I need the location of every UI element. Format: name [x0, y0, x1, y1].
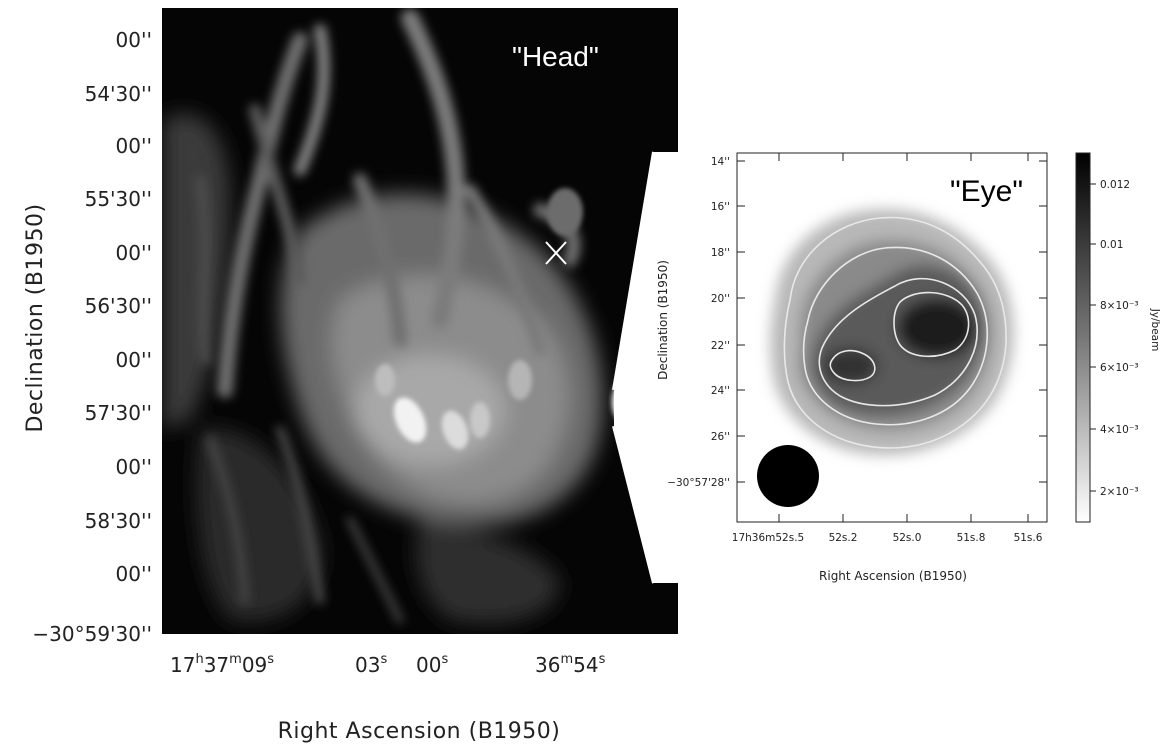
eye-x-label: Right Ascension (B1950)	[819, 569, 967, 583]
eye-title: "Eye"	[950, 175, 1023, 208]
colorbar-tick: 8×10⁻³	[1100, 300, 1139, 312]
head-ra-tick: 36m54s	[535, 652, 606, 677]
eye-ra-tick: 52s.2	[829, 532, 858, 544]
eye-dec-tick: 22''	[711, 340, 730, 352]
beam-ellipse	[757, 445, 819, 507]
head-dec-tick: 54'30''	[85, 82, 152, 106]
eye-frame	[736, 152, 1048, 523]
head-dec-tick: −30°59'30''	[32, 622, 152, 646]
head-dec-tick: 00''	[116, 241, 152, 265]
eye-image	[737, 153, 1047, 522]
eye-ra-tick: 51s.8	[957, 532, 986, 544]
head-ra-tick: 17h37m09s	[170, 652, 274, 677]
eye-contours	[783, 216, 1007, 449]
eye-dec-tick: −30°57'28''	[667, 477, 730, 489]
head-ra-tick: 03s	[355, 652, 387, 677]
colorbar-tick: 4×10⁻³	[1100, 424, 1139, 436]
zoom-connector	[612, 151, 680, 584]
colorbar-tick: 6×10⁻³	[1100, 362, 1139, 374]
eye-ra-tick: 51s.6	[1014, 532, 1043, 544]
eye-y-label: Declination (B1950)	[656, 260, 670, 380]
eye-ra-tick: 52s.0	[893, 532, 922, 544]
head-dec-tick: 56'30''	[85, 294, 152, 318]
eye-ra-axis: 17h36m52s.5 52s.2 52s.0 51s.8 51s.6	[732, 532, 1043, 544]
head-ra-axis: 17h37m09s 03s 00s 36m54s	[170, 652, 606, 677]
colorbar: 0.012 0.01 8×10⁻³ 6×10⁻³ 4×10⁻³ 2×10⁻³ J…	[1075, 152, 1161, 523]
head-y-label: Declination (B1950)	[23, 203, 48, 432]
head-dec-tick: 58'30''	[85, 509, 152, 533]
head-dec-tick: 00''	[116, 134, 152, 158]
colorbar-tick: 2×10⁻³	[1100, 486, 1139, 498]
eye-dec-tick: 16''	[711, 201, 730, 213]
head-dec-tick: 00''	[116, 455, 152, 479]
eye-dec-axis: 14'' 16'' 18'' 20'' 22'' 24'' 26'' −30°5…	[667, 156, 730, 489]
head-dec-tick: 00''	[116, 562, 152, 586]
colorbar-gradient	[1075, 152, 1091, 523]
head-bright-ridges	[375, 188, 583, 450]
eye-dec-tick: 14''	[711, 156, 730, 168]
head-dec-tick: 00''	[116, 28, 152, 52]
head-dec-tick: 00''	[116, 348, 152, 372]
head-filaments	[195, 9, 581, 624]
head-ra-tick: 00s	[416, 652, 448, 677]
x-marker	[545, 241, 567, 265]
eye-dec-tick: 24''	[711, 385, 730, 397]
colorbar-label: Jy/beam	[1149, 308, 1161, 352]
head-x-label: Right Ascension (B1950)	[278, 719, 561, 744]
colorbar-tick: 0.01	[1100, 239, 1123, 251]
head-title: "Head"	[512, 41, 599, 72]
head-image	[162, 8, 678, 634]
eye-ra-tick: 17h36m52s.5	[732, 532, 804, 544]
eye-tick-marks	[737, 153, 1047, 522]
head-dec-tick: 57'30''	[85, 401, 152, 425]
head-dec-tick: 55'30''	[85, 187, 152, 211]
head-dec-axis: 00'' 54'30'' 00'' 55'30'' 00'' 56'30'' 0…	[32, 28, 152, 646]
eye-dec-tick: 20''	[711, 293, 730, 305]
colorbar-tick: 0.012	[1100, 179, 1130, 191]
eye-dec-tick: 18''	[711, 247, 730, 259]
eye-dec-tick: 26''	[711, 431, 730, 443]
